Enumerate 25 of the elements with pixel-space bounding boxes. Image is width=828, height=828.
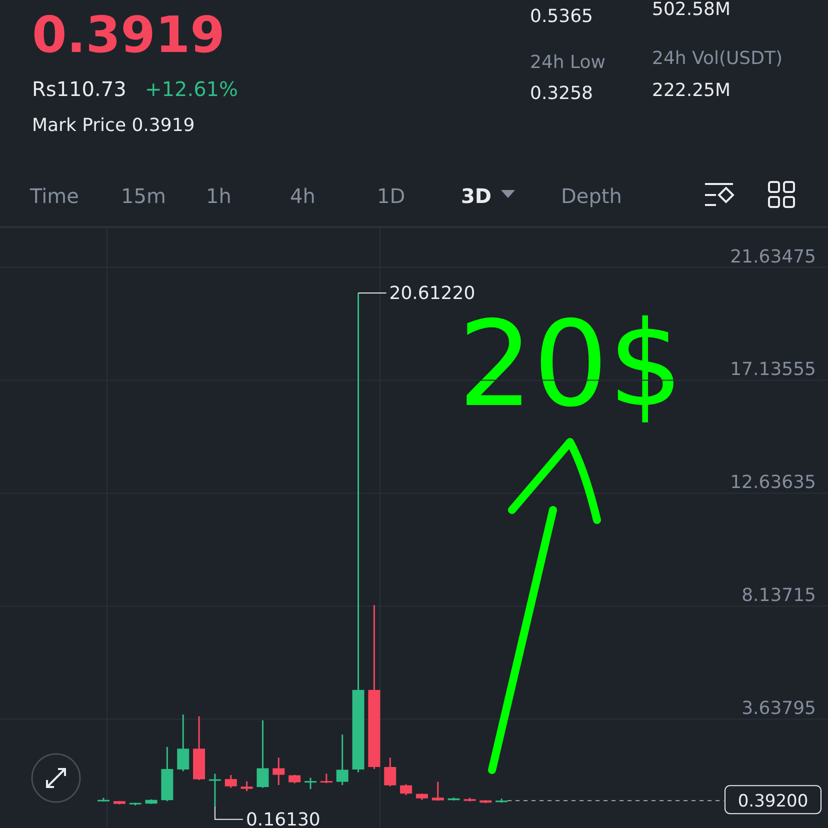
- text: 1D: [377, 184, 406, 208]
- text: 0.3919: [32, 6, 225, 64]
- text: Time: [29, 184, 79, 208]
- ref-line-label: 0.39200: [738, 792, 808, 812]
- text: 502.58M: [652, 0, 731, 20]
- annotation: 0.16130: [246, 809, 320, 828]
- y-tick-label: 21.63475: [730, 246, 816, 268]
- text: Rs110.73: [32, 77, 126, 101]
- text: 222.25M: [652, 80, 731, 101]
- text: 4h: [290, 184, 316, 208]
- text: 15m: [121, 184, 166, 208]
- text: 24h Vol(USDT): [652, 48, 782, 69]
- text: 0.3258: [530, 83, 593, 104]
- y-tick-label: 3.63795: [742, 698, 816, 720]
- text: +12.61%: [145, 77, 238, 101]
- text: 0.5365: [530, 6, 593, 27]
- text: 3D: [461, 184, 492, 208]
- y-tick-label: 8.13715: [742, 585, 816, 606]
- extreme-label: 0.16130: [214, 806, 320, 828]
- y-tick-label: 12.63635: [730, 472, 816, 494]
- text: 24h Low: [530, 52, 606, 73]
- text: Mark Price 0.3919: [32, 115, 195, 136]
- text: Depth: [561, 184, 622, 208]
- y-tick-label: 17.13555: [730, 359, 816, 380]
- text: 1h: [206, 184, 232, 208]
